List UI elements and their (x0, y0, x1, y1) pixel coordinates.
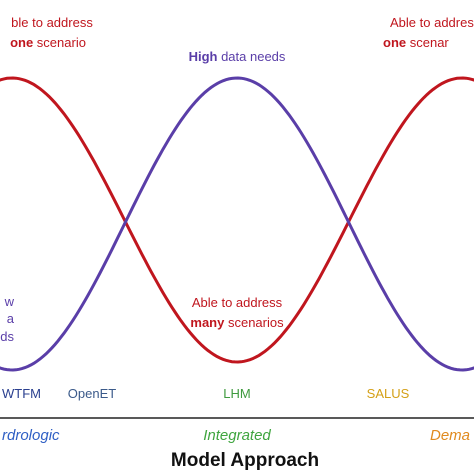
model: LHM (223, 386, 250, 401)
approach: Dema (430, 427, 470, 444)
approach: rdrologic (2, 427, 60, 444)
label: High data needs (189, 49, 286, 64)
label-bold: High (189, 49, 218, 64)
label-bold: one (10, 35, 33, 50)
approach: Integrated (203, 427, 271, 444)
label-rest: scenar (406, 35, 449, 50)
label: one scenario (10, 35, 86, 50)
label: ble to address (11, 15, 93, 30)
axis-title: Model Approach (171, 450, 319, 471)
model: OpenET (68, 386, 116, 401)
model: SALUS (367, 386, 410, 401)
label: Able to address (192, 295, 283, 310)
label-bold: many (190, 315, 225, 330)
label: w (4, 294, 15, 309)
label: one scenar (383, 35, 449, 50)
label: many scenarios (190, 315, 284, 330)
label-rest: scenarios (224, 315, 284, 330)
model: WTFM (2, 386, 41, 401)
red-curve (0, 76, 474, 364)
label-rest: data needs (217, 49, 285, 64)
purple-curve (0, 76, 474, 372)
label: Able to addres (390, 15, 474, 30)
label-rest: scenario (33, 35, 86, 50)
label: a (7, 311, 15, 326)
label: eds (0, 329, 14, 344)
label-bold: one (383, 35, 406, 50)
